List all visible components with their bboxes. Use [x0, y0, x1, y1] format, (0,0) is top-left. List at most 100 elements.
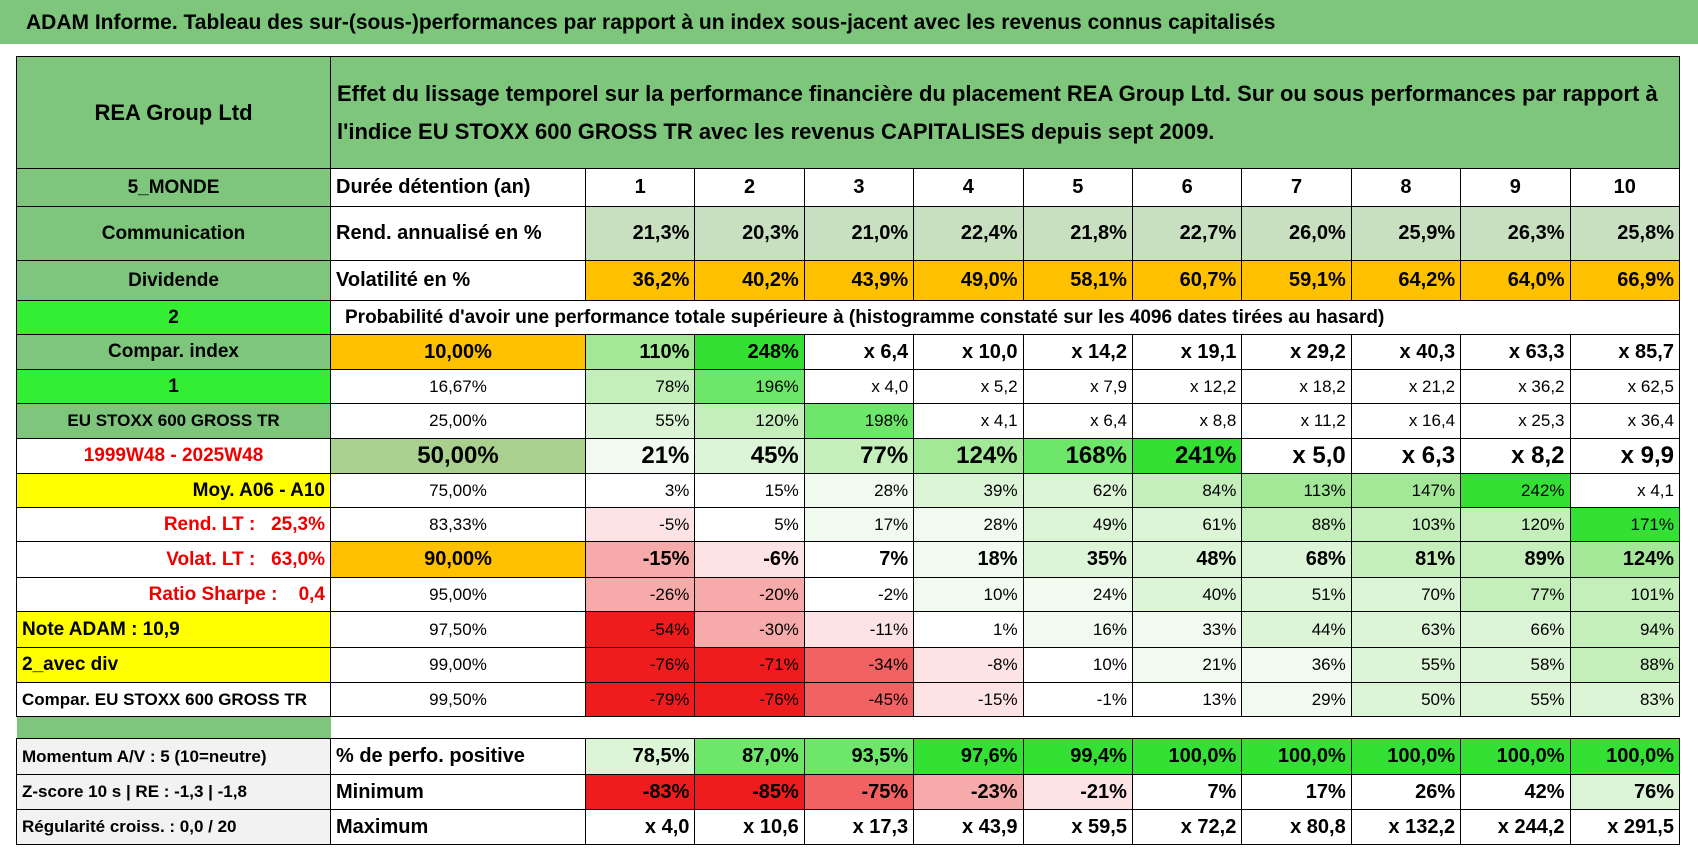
- value-cell: 21%: [1131, 647, 1243, 683]
- value-cell: 18%: [913, 541, 1024, 578]
- value-cell: 147%: [1350, 473, 1462, 508]
- value-cell: 120%: [1460, 507, 1571, 542]
- value-cell: 21,3%: [584, 206, 696, 261]
- row-header: Durée détention (an): [330, 168, 586, 207]
- value-cell: x 21,2: [1350, 369, 1462, 404]
- value-cell: x 6,4: [1022, 403, 1133, 439]
- value-cell: 94%: [1569, 611, 1680, 648]
- value-cell: 77%: [1460, 577, 1571, 612]
- row-header: 99,50%: [330, 682, 586, 717]
- value-cell: 59,1%: [1241, 260, 1352, 301]
- value-cell: x 36,2: [1460, 369, 1571, 404]
- value-cell: 124%: [913, 438, 1024, 474]
- value-cell: 58%: [1460, 647, 1571, 683]
- value-cell: 33%: [1131, 611, 1243, 648]
- value-cell: x 7,9: [1022, 369, 1133, 404]
- performance-table: REA Group Ltd Effet du lissage temporel s…: [16, 56, 1680, 845]
- value-cell: 6: [1131, 168, 1243, 207]
- value-cell: 89%: [1460, 541, 1571, 578]
- value-cell: 5: [1022, 168, 1133, 207]
- value-cell: x 291,5: [1569, 809, 1680, 845]
- value-cell: -6%: [694, 541, 805, 578]
- value-cell: -30%: [694, 611, 805, 648]
- value-cell: x 40,3: [1350, 334, 1462, 370]
- value-cell: 22,4%: [913, 206, 1024, 261]
- value-cell: 64,2%: [1350, 260, 1462, 301]
- value-cell: 168%: [1022, 438, 1133, 474]
- row-label: Communication: [16, 206, 331, 261]
- value-cell: -1%: [1022, 682, 1133, 717]
- value-cell: x 4,0: [584, 809, 696, 845]
- company-name: REA Group Ltd: [16, 56, 331, 169]
- value-cell: -21%: [1022, 774, 1133, 810]
- value-cell: x 80,8: [1241, 809, 1352, 845]
- value-cell: x 4,1: [1569, 473, 1680, 508]
- value-cell: 100,0%: [1569, 738, 1680, 775]
- value-cell: 20,3%: [694, 206, 805, 261]
- row-label: Momentum A/V : 5 (10=neutre): [16, 738, 331, 775]
- row-label: Moy. A06 - A10: [16, 473, 331, 508]
- value-cell: -79%: [584, 682, 696, 717]
- value-cell: 10%: [1022, 647, 1133, 683]
- value-cell: x 62,5: [1569, 369, 1680, 404]
- value-cell: -23%: [913, 774, 1024, 810]
- value-cell: 24%: [1022, 577, 1133, 612]
- value-cell: 101%: [1569, 577, 1680, 612]
- value-cell: 21,8%: [1022, 206, 1133, 261]
- value-cell: x 132,2: [1350, 809, 1462, 845]
- value-cell: 39%: [913, 473, 1024, 508]
- value-cell: -83%: [584, 774, 696, 810]
- row-label: 2: [16, 300, 331, 335]
- value-cell: -34%: [803, 647, 915, 683]
- value-cell: 113%: [1241, 473, 1352, 508]
- value-cell: 62%: [1022, 473, 1133, 508]
- value-cell: -8%: [913, 647, 1024, 683]
- value-cell: x 244,2: [1460, 809, 1571, 845]
- value-cell: 55%: [1460, 682, 1571, 717]
- value-cell: 78%: [584, 369, 696, 404]
- value-cell: 84%: [1131, 473, 1243, 508]
- value-cell: 8: [1350, 168, 1462, 207]
- value-cell: 48%: [1131, 541, 1243, 578]
- row-label: Z-score 10 s | RE : -1,3 | -1,8: [16, 774, 331, 810]
- value-cell: x 8,2: [1460, 438, 1571, 474]
- value-cell: 66%: [1460, 611, 1571, 648]
- value-cell: 100,0%: [1460, 738, 1571, 775]
- value-cell: 28%: [803, 473, 915, 508]
- value-cell: 77%: [803, 438, 915, 474]
- value-cell: x 8,8: [1131, 403, 1243, 439]
- value-cell: 76%: [1569, 774, 1680, 810]
- value-cell: 97,6%: [913, 738, 1024, 775]
- value-cell: x 17,3: [803, 809, 915, 845]
- value-cell: x 6,4: [803, 334, 915, 370]
- row-label: Rend. LT : 25,3%: [16, 507, 331, 542]
- value-cell: 99,4%: [1022, 738, 1133, 775]
- row-label: 1999W48 - 2025W48: [16, 438, 331, 474]
- value-cell: 100,0%: [1241, 738, 1352, 775]
- row-label: 5_MONDE: [16, 168, 331, 207]
- value-cell: x 6,3: [1350, 438, 1462, 474]
- value-cell: x 85,7: [1569, 334, 1680, 370]
- value-cell: 60,7%: [1131, 260, 1243, 301]
- value-cell: 36,2%: [584, 260, 696, 301]
- value-cell: 110%: [584, 334, 696, 370]
- value-cell: 66,9%: [1569, 260, 1680, 301]
- value-cell: 21%: [584, 438, 696, 474]
- value-cell: 58,1%: [1022, 260, 1133, 301]
- row-label: Volat. LT : 63,0%: [16, 541, 331, 578]
- value-cell: x 10,0: [913, 334, 1024, 370]
- value-cell: x 72,2: [1131, 809, 1243, 845]
- value-cell: 43,9%: [803, 260, 915, 301]
- value-cell: x 4,1: [913, 403, 1024, 439]
- row-label: Régularité croiss. : 0,0 / 20: [16, 809, 331, 845]
- value-cell: 100,0%: [1350, 738, 1462, 775]
- spacer: [16, 716, 331, 739]
- row-header: 83,33%: [330, 507, 586, 542]
- row-header: Rend. annualisé en %: [330, 206, 586, 261]
- row-header: 99,00%: [330, 647, 586, 683]
- row-header: Volatilité en %: [330, 260, 586, 301]
- value-cell: 83%: [1569, 682, 1680, 717]
- value-cell: 171%: [1569, 507, 1680, 542]
- value-cell: 50%: [1350, 682, 1462, 717]
- value-cell: -11%: [803, 611, 915, 648]
